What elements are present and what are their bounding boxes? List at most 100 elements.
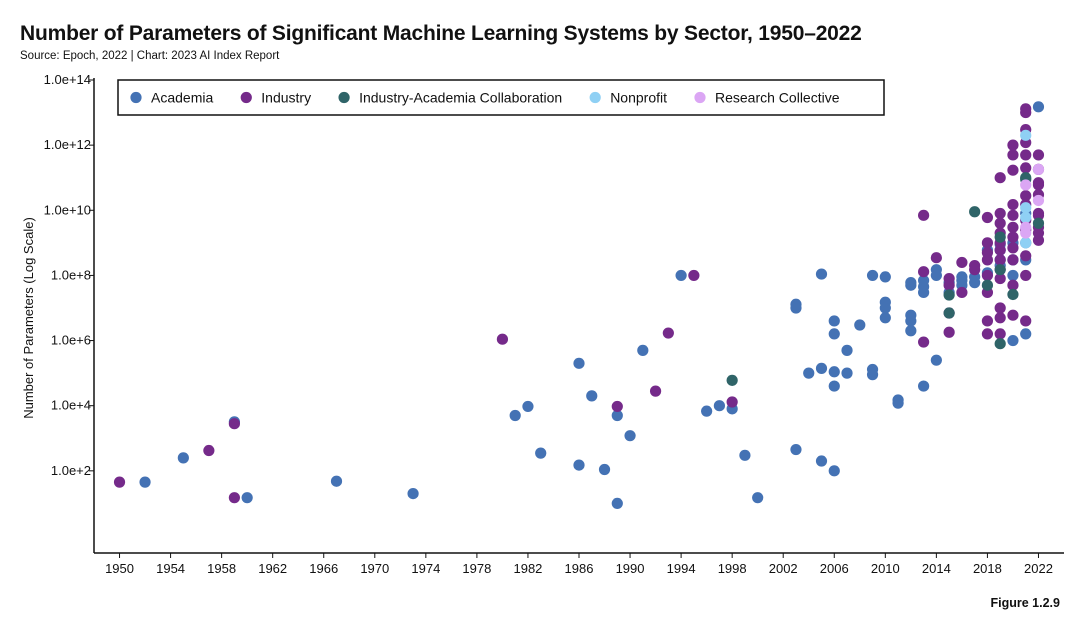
data-point (994, 328, 1006, 340)
x-tick-label: 1970 (360, 561, 389, 576)
data-point (1020, 129, 1032, 141)
legend-item: Nonprofit (589, 90, 667, 106)
data-point (930, 252, 942, 264)
y-tick-label: 1.0e+4 (51, 398, 91, 413)
data-point (918, 209, 930, 221)
legend-label: Nonprofit (610, 90, 667, 106)
legend-label: Research Collective (715, 90, 840, 106)
legend: Academia Industry Industry-Academia Collab… (117, 79, 885, 116)
data-point (573, 357, 585, 369)
x-tick-label: 2002 (769, 561, 798, 576)
data-point (522, 400, 534, 413)
data-point (1020, 162, 1032, 174)
data-point (330, 475, 343, 487)
data-point (918, 336, 930, 348)
data-point (994, 338, 1006, 350)
legend-marker (130, 91, 142, 104)
data-point (994, 172, 1006, 184)
legend-marker (589, 91, 601, 104)
data-point (892, 397, 904, 409)
data-point (726, 396, 738, 408)
data-point (1020, 315, 1032, 327)
legend-item: Academia (130, 90, 213, 106)
data-point (1032, 149, 1045, 161)
legend-label: Industry (261, 90, 311, 106)
data-point (981, 328, 994, 340)
data-point (1020, 190, 1032, 202)
data-point (828, 328, 840, 340)
data-point (841, 367, 853, 379)
data-point (969, 264, 981, 276)
data-point (930, 264, 942, 276)
data-point (879, 312, 891, 324)
data-point (879, 296, 891, 308)
x-tick-label: 2010 (871, 561, 900, 576)
series-research-collective (1020, 163, 1045, 239)
y-tick-label: 1.0e+10 (44, 202, 91, 217)
data-point (1007, 254, 1019, 266)
data-point (509, 409, 521, 422)
data-point (1007, 221, 1019, 233)
x-tick-label: 2006 (820, 561, 849, 576)
data-point (228, 492, 240, 504)
data-point (981, 211, 994, 224)
data-point (854, 319, 866, 331)
data-point (790, 443, 802, 456)
data-point (1007, 334, 1019, 347)
data-point (1020, 328, 1032, 340)
data-point (1032, 177, 1045, 189)
data-point (535, 447, 547, 459)
data-point (573, 459, 585, 471)
legend-marker (694, 91, 706, 104)
chart-source: Source: Epoch, 2022 | Chart: 2023 AI Ind… (20, 50, 280, 62)
y-axis-label: Number of Parameters (Log Scale) (21, 217, 36, 419)
data-point (1020, 269, 1032, 282)
data-point (879, 271, 891, 283)
data-point (1007, 139, 1019, 151)
data-point (790, 298, 802, 310)
data-point (994, 231, 1006, 243)
data-point (1032, 217, 1045, 229)
data-point (611, 409, 623, 422)
data-point (841, 344, 853, 356)
y-tick-label: 1.0e+6 (51, 333, 91, 348)
data-point (1007, 209, 1019, 221)
data-point (815, 455, 828, 467)
data-point (1020, 237, 1032, 249)
y-tick-label: 1.0e+2 (51, 463, 91, 478)
data-point (496, 333, 509, 345)
data-point (586, 390, 598, 402)
data-point (956, 271, 968, 283)
data-point (905, 309, 917, 321)
data-point (969, 206, 981, 218)
data-point (1032, 163, 1045, 175)
data-points (113, 101, 1045, 510)
data-point (662, 327, 674, 339)
data-point (407, 487, 419, 500)
data-point (1032, 101, 1045, 113)
x-tick-label: 1982 (513, 561, 542, 576)
data-point (918, 266, 930, 278)
data-point (815, 362, 828, 374)
data-point (739, 449, 751, 461)
x-tick-label: 1994 (667, 561, 696, 576)
data-point (1032, 207, 1045, 220)
data-point (1007, 288, 1019, 301)
series-nonprofit (1020, 129, 1032, 249)
legend-item: Industry-Academia Collaboration (338, 90, 562, 106)
data-point (994, 254, 1006, 266)
data-point (241, 492, 253, 504)
data-point (1020, 179, 1032, 191)
data-point (918, 274, 930, 287)
series-industry (113, 103, 1045, 504)
data-point (1020, 103, 1032, 115)
x-tick-label: 2018 (973, 561, 1002, 576)
data-point (956, 286, 968, 299)
data-point (994, 272, 1006, 285)
x-tick-label: 1958 (207, 561, 236, 576)
data-point (943, 307, 955, 319)
data-point (943, 289, 955, 301)
data-point (752, 492, 764, 504)
data-point (1007, 231, 1019, 243)
